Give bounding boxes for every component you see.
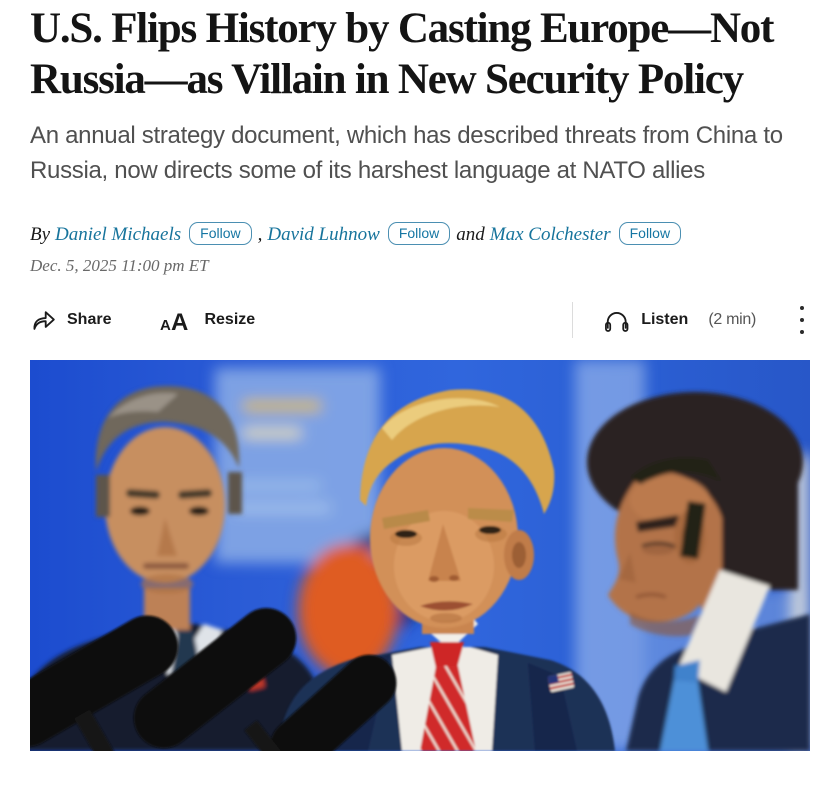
share-button[interactable]: Share bbox=[30, 307, 111, 333]
kebab-dot bbox=[800, 318, 804, 323]
author-link-max-colchester[interactable]: Max Colchester bbox=[489, 224, 611, 246]
follow-button-max-colchester[interactable]: Follow bbox=[618, 222, 682, 246]
kebab-dot bbox=[800, 330, 804, 335]
author-link-david-luhnow[interactable]: David Luhnow bbox=[267, 224, 380, 246]
follow-button-david-luhnow[interactable]: Follow bbox=[387, 222, 451, 246]
author-link-daniel-michaels[interactable]: Daniel Michaels bbox=[55, 224, 182, 246]
follow-button-daniel-michaels[interactable]: Follow bbox=[189, 222, 252, 246]
kebab-dot bbox=[800, 306, 804, 311]
more-options-kebab-icon[interactable] bbox=[794, 302, 810, 338]
listen-duration: (2 min) bbox=[708, 311, 756, 329]
publish-timestamp: Dec. 5, 2025 11:00 pm ET bbox=[30, 256, 209, 276]
svg-text:A: A bbox=[160, 317, 171, 334]
toolbar-divider bbox=[572, 302, 574, 339]
byline: By Daniel Michaels Follow, David Luhnow Foll… bbox=[30, 222, 810, 246]
article-page: U.S. Flips History by Casting Europe—Not… bbox=[0, 4, 813, 752]
article-subheadline: An annual strategy document, which has d… bbox=[30, 122, 783, 185]
listen-button[interactable]: Listen (2 min) bbox=[603, 307, 756, 334]
byline-separator: , bbox=[257, 224, 263, 246]
article-toolbar: Share A A Resize Li bbox=[30, 302, 810, 339]
svg-text:A: A bbox=[171, 309, 188, 334]
microphones bbox=[30, 608, 397, 752]
resize-label: Resize bbox=[204, 311, 256, 329]
headphones-icon bbox=[603, 307, 630, 334]
byline-separator: and bbox=[456, 224, 485, 246]
toolbar-right-group: Listen (2 min) bbox=[572, 302, 810, 339]
photo-person-right bbox=[587, 392, 810, 752]
listen-label: Listen bbox=[641, 311, 689, 329]
article-headline: U.S. Flips History by Casting Europe—Not… bbox=[30, 5, 774, 103]
resize-text-icon: A A bbox=[159, 307, 193, 334]
hero-image-illustration bbox=[30, 360, 810, 752]
share-label: Share bbox=[67, 311, 112, 329]
share-icon bbox=[30, 307, 56, 333]
hero-image bbox=[30, 360, 810, 752]
resize-button[interactable]: A A Resize bbox=[159, 307, 255, 334]
byline-prefix: By bbox=[30, 224, 51, 246]
